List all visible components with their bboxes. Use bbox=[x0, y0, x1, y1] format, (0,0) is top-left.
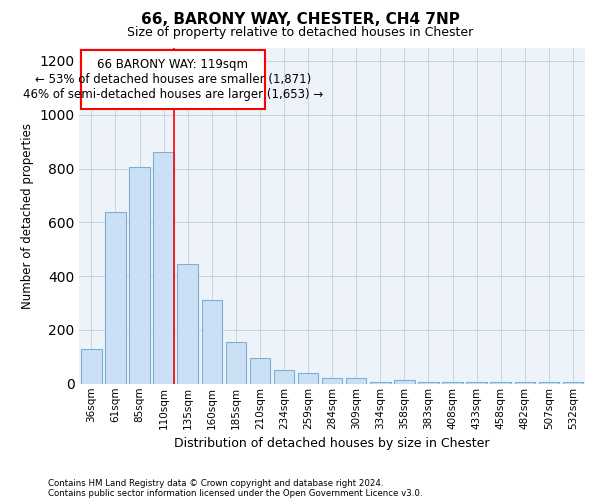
Bar bbox=[154, 152, 174, 384]
Bar bbox=[346, 378, 367, 384]
Bar bbox=[202, 300, 222, 384]
Bar bbox=[298, 373, 319, 384]
Bar bbox=[442, 382, 463, 384]
Bar bbox=[80, 50, 265, 110]
Text: Size of property relative to detached houses in Chester: Size of property relative to detached ho… bbox=[127, 26, 473, 39]
Bar bbox=[129, 167, 150, 384]
Bar bbox=[515, 382, 535, 384]
Text: ← 53% of detached houses are smaller (1,871): ← 53% of detached houses are smaller (1,… bbox=[35, 74, 311, 86]
Bar bbox=[539, 382, 559, 384]
Text: Contains HM Land Registry data © Crown copyright and database right 2024.: Contains HM Land Registry data © Crown c… bbox=[48, 478, 383, 488]
Bar bbox=[370, 382, 391, 384]
Bar bbox=[418, 382, 439, 384]
Bar bbox=[81, 349, 101, 384]
Bar bbox=[563, 382, 583, 384]
Text: 66 BARONY WAY: 119sqm: 66 BARONY WAY: 119sqm bbox=[97, 58, 248, 71]
Bar bbox=[250, 358, 270, 384]
Text: Contains public sector information licensed under the Open Government Licence v3: Contains public sector information licen… bbox=[48, 488, 422, 498]
Bar bbox=[178, 264, 198, 384]
X-axis label: Distribution of detached houses by size in Chester: Distribution of detached houses by size … bbox=[175, 437, 490, 450]
Bar bbox=[105, 212, 125, 384]
Bar bbox=[322, 378, 343, 384]
Text: 46% of semi-detached houses are larger (1,653) →: 46% of semi-detached houses are larger (… bbox=[23, 88, 323, 101]
Bar bbox=[490, 382, 511, 384]
Y-axis label: Number of detached properties: Number of detached properties bbox=[21, 122, 34, 308]
Bar bbox=[394, 380, 415, 384]
Bar bbox=[274, 370, 294, 384]
Text: 66, BARONY WAY, CHESTER, CH4 7NP: 66, BARONY WAY, CHESTER, CH4 7NP bbox=[140, 12, 460, 28]
Bar bbox=[466, 382, 487, 384]
Bar bbox=[226, 342, 246, 384]
